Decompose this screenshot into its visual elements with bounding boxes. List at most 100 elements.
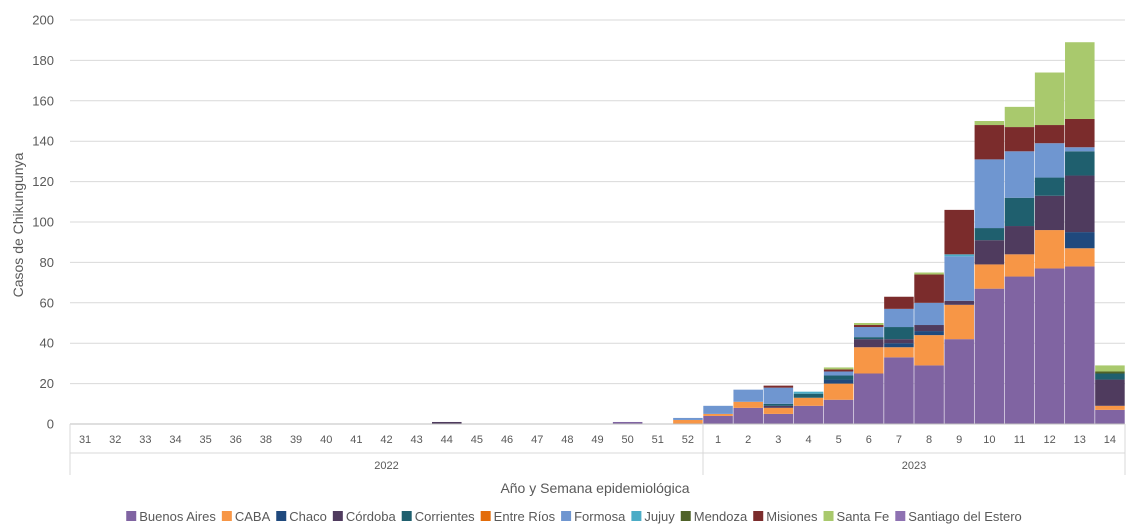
bar-segment [914, 365, 944, 424]
legend-swatch [276, 511, 287, 521]
x-tick-label: 46 [501, 434, 513, 446]
x-tick-label: 33 [139, 434, 151, 446]
x-tick-label: 31 [79, 434, 91, 446]
x-tick-label: 32 [109, 434, 121, 446]
bar-segment [763, 385, 794, 388]
legend-swatch [332, 511, 343, 521]
legend-item: Formosa [561, 509, 626, 524]
legend-swatch [631, 511, 642, 521]
x-tick-label: 13 [1074, 434, 1086, 446]
x-tick-label: 42 [380, 434, 392, 446]
x-tick-label: 11 [1014, 434, 1025, 446]
bar-segment [1034, 125, 1065, 144]
bar-segment [854, 339, 884, 348]
bar-segment [703, 415, 733, 424]
legend-swatch [561, 511, 572, 521]
bar-segment [854, 373, 884, 424]
legend-swatch [823, 511, 834, 521]
bar-segment [673, 419, 703, 424]
x-tick-label: 43 [411, 434, 423, 446]
bar-segment [1004, 254, 1035, 277]
x-tick-label: 35 [200, 434, 212, 446]
bar-segment [763, 413, 794, 424]
bar-segment [823, 371, 854, 376]
y-tick-label: 140 [32, 134, 54, 149]
bar-segment [884, 339, 914, 344]
legend-label: CABA [235, 509, 271, 524]
bar-segment [1004, 276, 1035, 424]
bar-segment [974, 121, 1005, 126]
bar-segment [854, 323, 884, 326]
x-tick-label: 52 [682, 434, 694, 446]
bar-segment [884, 296, 914, 309]
bar-segment [854, 337, 884, 340]
y-tick-label: 120 [32, 174, 54, 189]
year-label: 2023 [902, 460, 926, 472]
legend-swatch [126, 511, 137, 521]
bar-segment [974, 125, 1005, 160]
legend-item: Mendoza [680, 509, 748, 524]
bar-segment [793, 397, 824, 406]
bar-segment [884, 347, 914, 358]
bar-segment [793, 391, 824, 394]
x-tick-label: 8 [926, 434, 932, 446]
x-tick-label: 45 [471, 434, 483, 446]
bar-segment [612, 421, 643, 424]
x-tick-label: 48 [561, 434, 573, 446]
x-tick-label: 7 [896, 434, 902, 446]
y-tick-label: 40 [40, 336, 54, 351]
bar-segment [944, 304, 974, 340]
bar-segment [823, 399, 854, 424]
legend-swatch [480, 511, 491, 521]
bar-segment [793, 405, 824, 424]
bar-segment [763, 407, 794, 414]
bar-segment [823, 375, 854, 380]
x-tick-label: 5 [836, 434, 842, 446]
bar-segment [944, 300, 974, 305]
bar-segment [1065, 118, 1095, 148]
y-tick-label: 160 [32, 93, 54, 108]
legend-item: Buenos Aires [126, 509, 216, 524]
bar-segment [763, 405, 794, 408]
bar-segment [974, 264, 1005, 289]
bar-segment [974, 228, 1005, 241]
bar-segment [944, 254, 974, 257]
legend-swatch [753, 511, 764, 521]
legend-label: Córdoba [346, 509, 397, 524]
bar-segment [1034, 72, 1065, 126]
bar-segment [1095, 379, 1125, 406]
x-tick-label: 9 [956, 434, 962, 446]
x-tick-label: 14 [1104, 434, 1116, 446]
x-tick-label: 2 [745, 434, 751, 446]
legend-swatch [221, 511, 232, 521]
bar-segment [944, 209, 974, 255]
bar-segment [1004, 151, 1035, 198]
y-axis-title: Casos de Chikungunya [10, 152, 26, 297]
legend-item: Santa Fe [823, 509, 890, 524]
y-tick-label: 60 [40, 295, 54, 310]
bar-segment [1095, 409, 1125, 424]
x-axis: 31 32 33 34 35 36 38 39 40 41 42 43 44 45 46 47 48 49 50 51… [69, 423, 1126, 475]
gridlines [70, 19, 1125, 385]
legend-label: Corrientes [415, 509, 475, 524]
bar-segment [1065, 151, 1095, 176]
legend-item: Chaco [276, 509, 327, 524]
legend-label: Santiago del Estero [908, 509, 1021, 524]
bar-segment [1065, 232, 1095, 249]
legend-label: Misiones [766, 509, 818, 524]
bar-segment [823, 367, 854, 370]
bar-segment [703, 405, 733, 414]
bar-segment [1065, 147, 1095, 152]
x-tick-label: 38 [260, 434, 272, 446]
bar-segment [1065, 42, 1095, 119]
x-tick-label: 36 [230, 434, 242, 446]
legend-label: Santa Fe [837, 509, 890, 524]
bar-segment [884, 357, 914, 424]
bar-segment [914, 331, 944, 336]
bar-segment [884, 327, 914, 340]
legend-swatch [401, 511, 412, 521]
bar-segment [854, 327, 884, 338]
bar-segment [793, 393, 824, 398]
bar-segment [1004, 127, 1035, 152]
legend-item: Corrientes [401, 509, 475, 524]
